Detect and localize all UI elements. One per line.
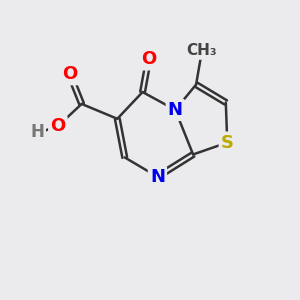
Text: CH₃: CH₃	[187, 43, 217, 58]
Text: N: N	[168, 101, 183, 119]
Text: S: S	[221, 134, 234, 152]
Text: H: H	[30, 123, 44, 141]
Text: O: O	[141, 50, 156, 68]
Text: O: O	[62, 65, 77, 83]
Text: N: N	[150, 168, 165, 186]
Text: O: O	[50, 117, 65, 135]
